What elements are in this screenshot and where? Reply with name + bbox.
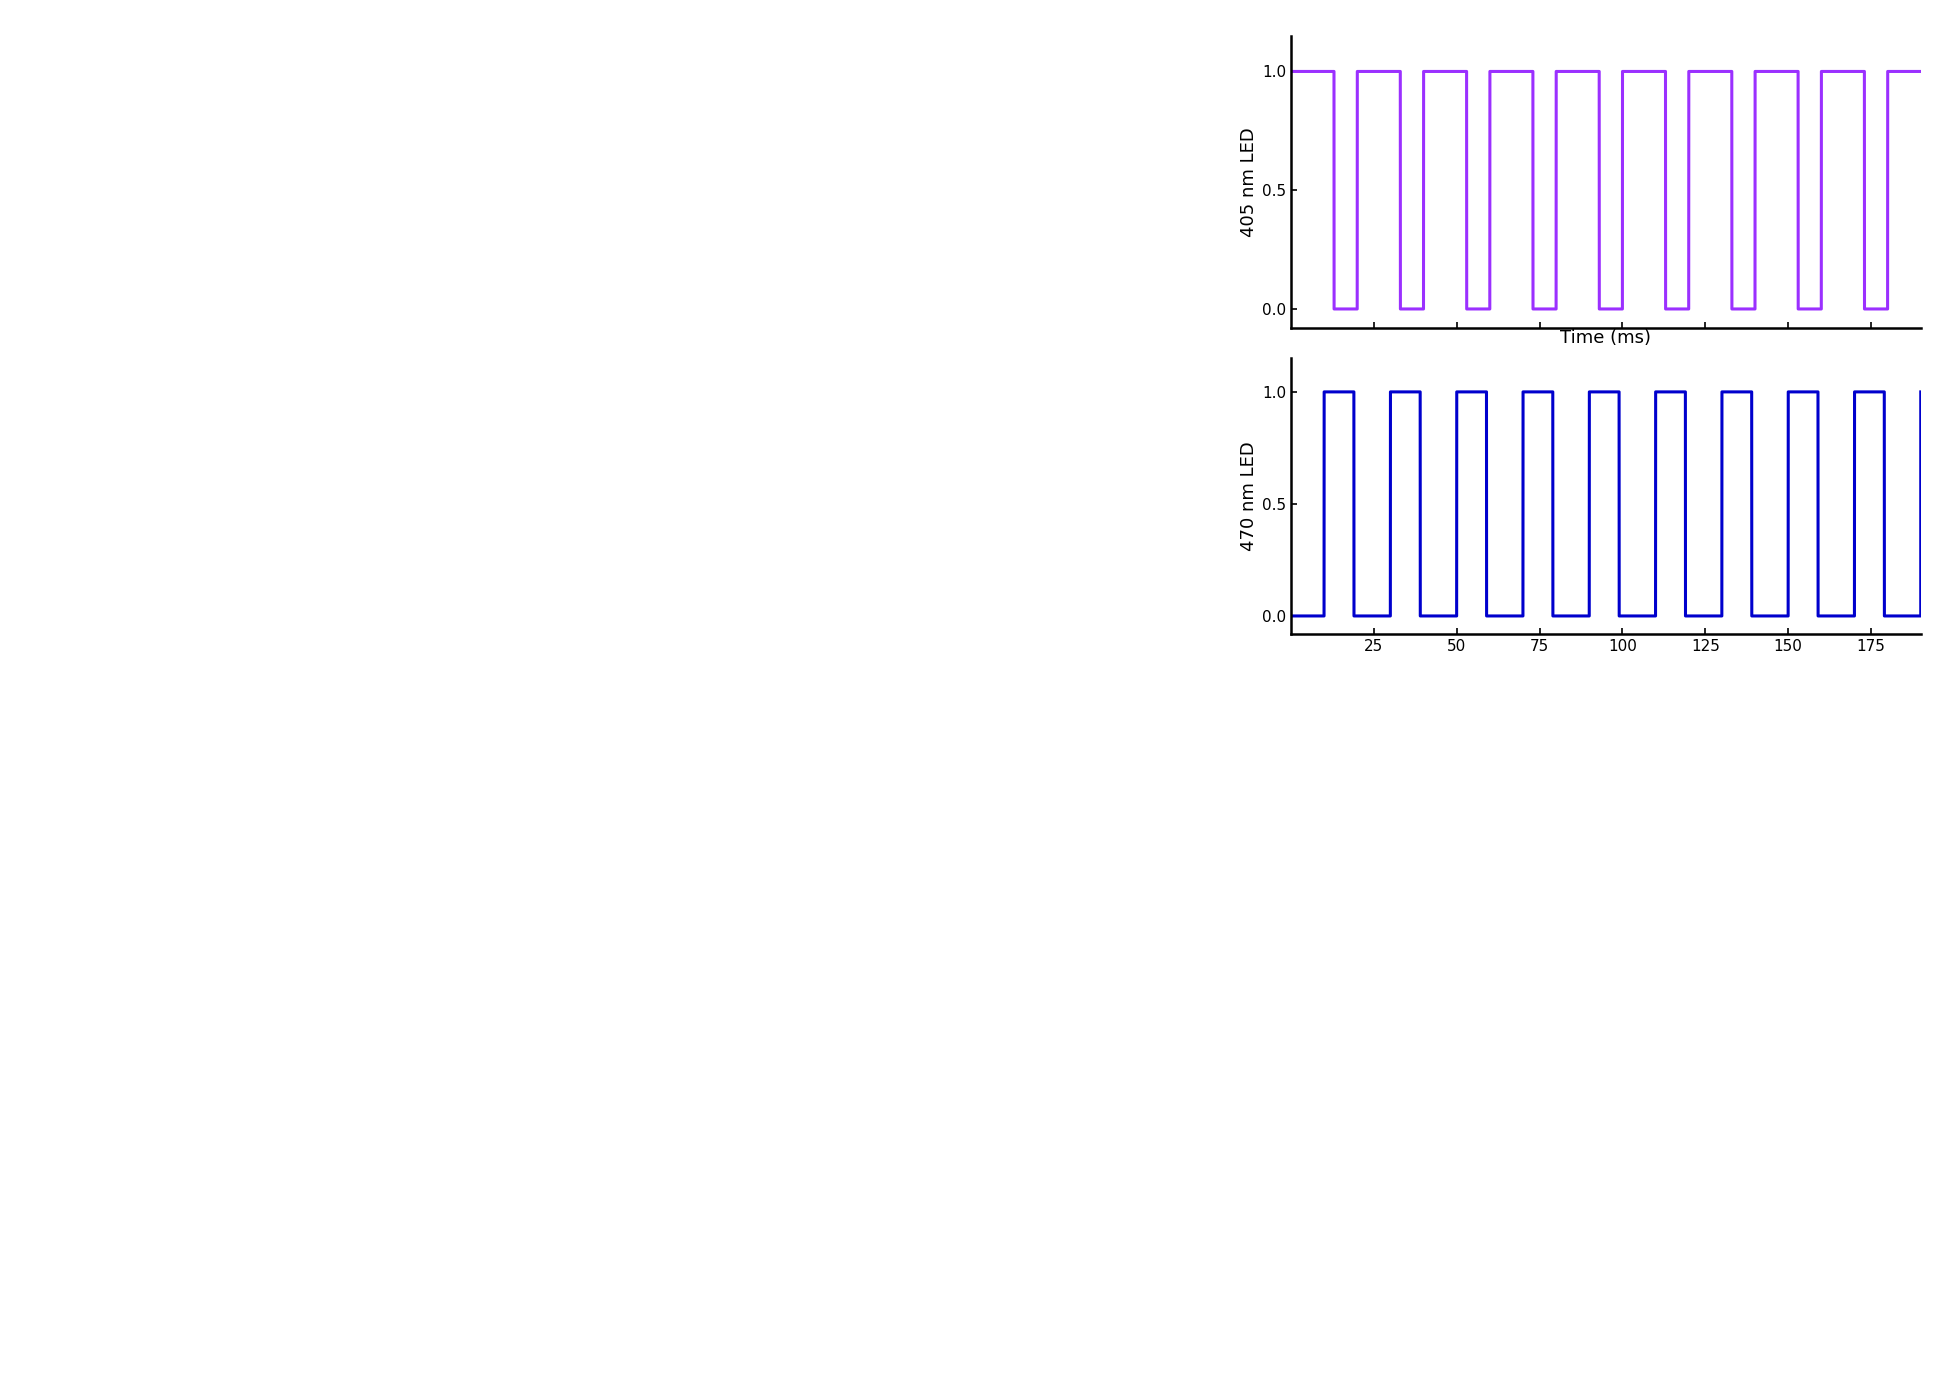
Text: Time (ms): Time (ms) xyxy=(1560,329,1652,347)
Y-axis label: 405 nm LED: 405 nm LED xyxy=(1240,127,1258,237)
Y-axis label: 470 nm LED: 470 nm LED xyxy=(1240,441,1258,551)
